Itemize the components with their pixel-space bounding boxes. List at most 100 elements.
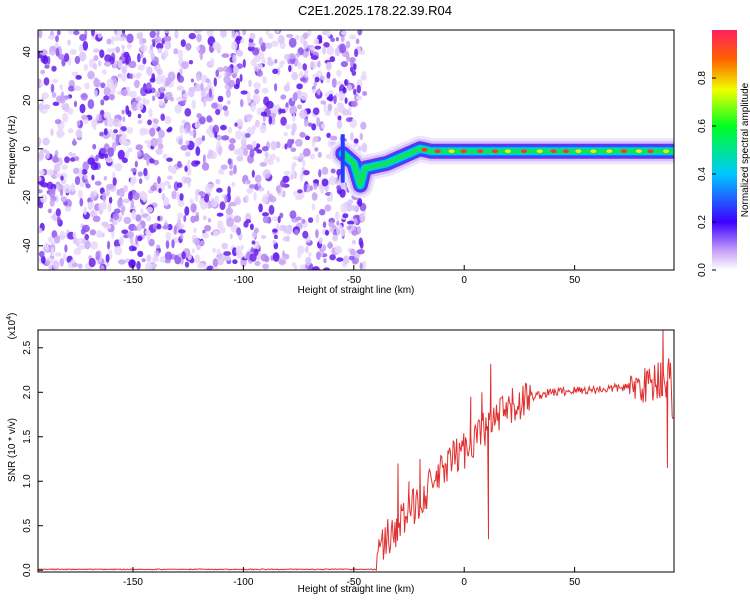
noise-speck	[250, 59, 257, 67]
noise-speck	[82, 224, 90, 233]
noise-speck	[124, 151, 130, 159]
noise-speck	[290, 147, 297, 152]
noise-speck	[136, 260, 141, 270]
noise-speck	[231, 181, 236, 187]
noise-speck	[107, 147, 115, 158]
noise-speck	[240, 244, 244, 251]
noise-speck	[289, 105, 298, 115]
noise-speck	[202, 215, 207, 221]
noise-speck	[210, 57, 215, 66]
noise-speck	[294, 229, 299, 236]
noise-speck	[148, 108, 153, 118]
noise-speck	[135, 73, 141, 79]
noise-speck	[112, 177, 117, 186]
noise-speck	[303, 40, 308, 50]
noise-speck	[134, 79, 140, 89]
noise-speck	[271, 216, 280, 222]
noise-speck	[324, 204, 332, 212]
noise-speck	[137, 235, 143, 242]
noise-speck	[153, 118, 159, 125]
noise-speck	[130, 199, 134, 209]
noise-speck	[43, 77, 50, 86]
noise-speck	[196, 33, 202, 43]
noise-speck	[152, 123, 159, 130]
noise-speck	[83, 63, 89, 71]
noise-speck	[148, 238, 155, 247]
spectrogram-ytick-label: -20	[22, 190, 33, 205]
noise-speck	[261, 196, 269, 204]
noise-speck	[75, 75, 82, 80]
noise-speck	[261, 146, 269, 152]
noise-speck	[233, 83, 240, 90]
noise-speck	[253, 82, 261, 90]
noise-speck	[90, 241, 98, 250]
noise-speck	[94, 180, 102, 186]
noise-speck	[282, 175, 289, 183]
noise-speck	[311, 192, 318, 201]
noise-speck	[176, 182, 183, 188]
noise-speck	[185, 124, 191, 133]
noise-speck	[226, 217, 234, 228]
noise-speck	[272, 239, 276, 245]
noise-speck	[59, 230, 66, 241]
noise-speck	[46, 169, 55, 176]
noise-speck	[239, 74, 243, 82]
noise-speck	[165, 231, 172, 241]
noise-speck	[333, 107, 340, 115]
noise-speck	[51, 65, 57, 72]
noise-speck	[212, 127, 216, 134]
noise-speck	[276, 66, 281, 76]
noise-speck	[353, 217, 358, 225]
noise-speck	[324, 229, 330, 236]
noise-speck	[87, 99, 95, 110]
noise-speck	[48, 190, 56, 198]
noise-speck	[142, 57, 147, 65]
noise-speck	[83, 174, 88, 180]
noise-speck	[42, 137, 50, 146]
noise-speck	[284, 53, 291, 61]
noise-speck	[154, 36, 162, 44]
noise-speck	[121, 229, 129, 235]
noise-speck	[196, 113, 202, 119]
noise-speck	[72, 138, 76, 146]
noise-speck	[90, 210, 95, 218]
noise-speck	[117, 198, 123, 208]
noise-speck	[112, 212, 119, 221]
noise-speck	[62, 253, 67, 261]
noise-speck	[177, 217, 182, 227]
noise-speck	[113, 36, 120, 42]
noise-speck	[159, 256, 166, 263]
noise-speck	[216, 248, 221, 256]
noise-speck	[240, 99, 244, 108]
noise-speck	[87, 157, 96, 165]
noise-speck	[105, 188, 110, 197]
signal-hotspot	[647, 149, 654, 153]
noise-speck	[132, 246, 137, 251]
noise-speck	[328, 221, 335, 228]
noise-speck	[177, 160, 182, 168]
spectrogram-ytick-label: 0	[22, 146, 33, 152]
noise-speck	[215, 69, 219, 78]
noise-speck	[79, 34, 87, 42]
colorbar-tick-label: 0.0	[697, 263, 708, 277]
noise-speck	[357, 197, 363, 207]
noise-speck	[118, 36, 127, 42]
signal-hotspot	[606, 149, 613, 153]
noise-speck	[103, 111, 112, 120]
noise-speck	[61, 164, 68, 170]
noise-speck	[55, 47, 60, 57]
colorbar-tick-label: 0.8	[697, 71, 708, 85]
noise-speck	[328, 175, 337, 186]
noise-speck	[288, 37, 297, 48]
noise-speck	[267, 56, 272, 62]
noise-speck	[135, 214, 142, 222]
noise-speck	[137, 171, 143, 177]
noise-speck	[275, 104, 281, 109]
noise-speck	[85, 183, 91, 189]
noise-speck	[47, 34, 56, 40]
noise-speck	[217, 95, 224, 103]
noise-speck	[71, 262, 79, 268]
noise-speck	[335, 37, 339, 42]
noise-speck	[122, 198, 131, 204]
